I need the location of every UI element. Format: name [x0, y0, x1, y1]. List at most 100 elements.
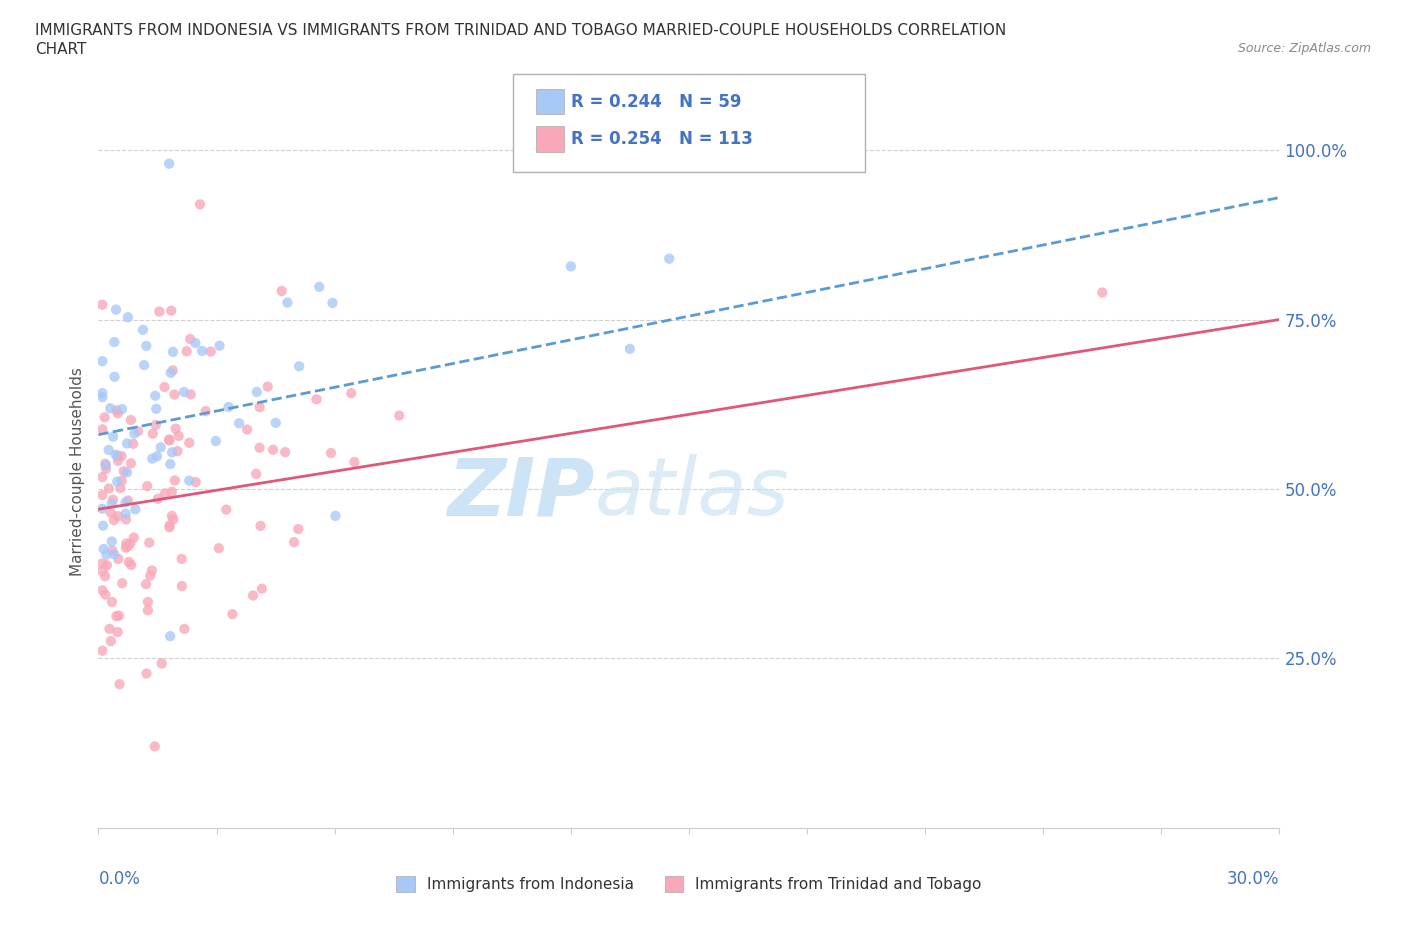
Y-axis label: Married-couple Households: Married-couple Households [69, 367, 84, 577]
Point [94, 461, 117, 476]
Point [98, 621, 121, 636]
Point [91, 353, 114, 368]
Point [145, 418, 167, 432]
Point [122, 436, 145, 451]
Point [146, 449, 169, 464]
Point [115, 436, 138, 451]
Point [153, 379, 176, 394]
Point [163, 473, 186, 488]
Point [101, 543, 124, 558]
Point [163, 387, 186, 402]
Point [136, 479, 159, 494]
Point [127, 424, 149, 439]
Point [91, 386, 114, 401]
Point [242, 588, 264, 603]
Text: 30.0%: 30.0% [1227, 870, 1279, 888]
Point [139, 568, 162, 583]
Point [179, 473, 201, 488]
Point [101, 492, 124, 507]
Point [170, 578, 193, 593]
Point [118, 554, 141, 569]
Point [162, 344, 184, 359]
Point [246, 384, 269, 399]
Point [108, 608, 131, 623]
Point [132, 358, 155, 373]
Point [100, 534, 122, 549]
Point [120, 413, 142, 428]
Point [184, 336, 207, 351]
Point [157, 156, 180, 171]
Point [249, 440, 271, 455]
Point [115, 536, 138, 551]
Point [148, 304, 170, 319]
Point [91, 583, 114, 598]
Point [340, 386, 363, 401]
Legend: Immigrants from Indonesia, Immigrants from Trinidad and Tobago: Immigrants from Indonesia, Immigrants fr… [391, 870, 987, 898]
Point [160, 509, 183, 524]
Point [184, 474, 207, 489]
Point [208, 540, 231, 555]
Point [101, 594, 124, 609]
Point [162, 512, 184, 527]
Point [111, 576, 134, 591]
Point [173, 621, 195, 636]
Point [96, 558, 118, 573]
Point [112, 464, 135, 479]
Point [143, 739, 166, 754]
Point [191, 343, 214, 358]
Point [215, 502, 238, 517]
Point [100, 633, 122, 648]
Point [205, 433, 228, 448]
Point [103, 547, 125, 562]
Point [560, 259, 582, 273]
Point [245, 467, 267, 482]
Point [114, 495, 136, 510]
Point [107, 448, 129, 463]
Point [97, 443, 120, 458]
Point [114, 540, 136, 555]
Point [135, 666, 157, 681]
Point [200, 344, 222, 359]
Point [91, 518, 114, 533]
Point [91, 298, 114, 312]
Point [91, 564, 114, 578]
Point [111, 402, 134, 417]
Point [308, 279, 330, 294]
Point [108, 677, 131, 692]
Point [117, 310, 139, 325]
Point [249, 518, 271, 533]
Point [117, 493, 139, 508]
Point [176, 344, 198, 359]
Point [159, 365, 181, 380]
Point [100, 505, 122, 520]
Point [122, 530, 145, 545]
Point [101, 430, 124, 445]
Point [100, 497, 122, 512]
Point [120, 558, 142, 573]
Point [138, 535, 160, 550]
Point [322, 296, 344, 311]
Point [228, 416, 250, 431]
Point [159, 629, 181, 644]
Point [103, 512, 125, 527]
Point [160, 445, 183, 459]
Point [146, 491, 169, 506]
Point [159, 520, 181, 535]
Point [160, 303, 183, 318]
Point [249, 400, 271, 415]
Point [288, 359, 311, 374]
Point [91, 501, 114, 516]
Point [117, 538, 139, 553]
Point [93, 541, 115, 556]
Point [250, 581, 273, 596]
Point [93, 410, 115, 425]
Point [91, 644, 114, 658]
Point [98, 401, 121, 416]
Point [179, 332, 201, 347]
Point [96, 547, 118, 562]
Text: R = 0.254   N = 113: R = 0.254 N = 113 [571, 130, 752, 149]
Point [157, 433, 180, 448]
Point [107, 625, 129, 640]
Point [110, 448, 132, 463]
Point [91, 556, 114, 571]
